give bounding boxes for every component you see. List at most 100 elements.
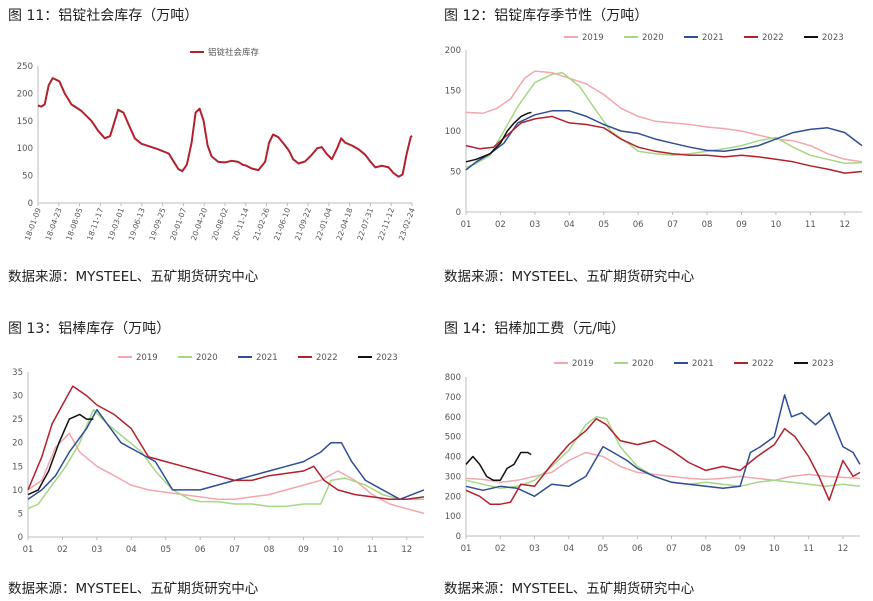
- y-tick-label: 5: [18, 509, 23, 519]
- legend-label: 2023: [822, 33, 844, 43]
- series-line-2020: [465, 71, 863, 169]
- y-tick-label: 35: [12, 368, 23, 378]
- chart-source-1: 数据来源：MYSTEEL、五矿期货研究中心: [8, 269, 259, 285]
- series-line-2022: [465, 417, 861, 505]
- y-tick-label: 0: [456, 532, 461, 542]
- series-line-2022: [27, 385, 425, 501]
- legend-label: 2022: [762, 33, 784, 43]
- y-tick-label: 200: [17, 89, 33, 99]
- chart-source-2: 数据来源：MYSTEEL、五矿期货研究中心: [444, 269, 695, 285]
- x-tick-label: 20-04-20: [189, 206, 209, 241]
- chart-svg-2: 0 50 100 150 200 01 02 03 04 05 06 07 08 09 10 11 12 2019…: [445, 33, 863, 230]
- y-tick-label: 300: [445, 472, 461, 482]
- series-line-2021: [465, 394, 861, 498]
- y-tick-label: 50: [22, 172, 33, 182]
- chart-panel-3: 图 13：铝棒库存（万吨） 0 5 10 15 20 25 30 35 01 02 03 04 05 06…: [0, 300, 436, 601]
- x-tick-label: 22-01-04: [314, 206, 334, 241]
- x-tick-label: 04: [564, 220, 575, 230]
- chart-panel-1: 图 11：铝锭社会库存（万吨） 0 50 100 150 200 250 18-01-09 1…: [0, 0, 436, 300]
- legend-label: 2019: [572, 359, 594, 369]
- x-tick-label: 08: [702, 220, 713, 230]
- legend-label: 2022: [752, 359, 774, 369]
- x-tick-label: 12: [839, 220, 850, 230]
- x-tick-label: 06: [633, 220, 644, 230]
- chart-title-2: 图 12：铝锭库存季节性（万吨）: [444, 8, 649, 24]
- x-tick-label: 05: [598, 544, 609, 554]
- series-line-铝锭社会库存: [37, 77, 413, 178]
- y-tick-label: 20: [12, 439, 23, 449]
- chart-title-3: 图 13：铝棒库存（万吨）: [8, 321, 171, 337]
- y-tick-label: 200: [445, 46, 461, 56]
- y-tick-label: 100: [445, 127, 461, 137]
- x-tick-label: 06: [632, 544, 643, 554]
- x-tick-label: 08: [264, 545, 275, 555]
- legend-label: 2020: [632, 359, 654, 369]
- y-tick-label: 25: [12, 415, 23, 425]
- x-tick-label: 20-11-14: [231, 206, 251, 241]
- y-tick-label: 400: [445, 453, 461, 463]
- x-tick-label: 21-09-22: [293, 206, 313, 241]
- x-tick-label: 06: [195, 545, 206, 555]
- x-tick-label: 07: [666, 544, 677, 554]
- y-tick-label: 0: [28, 199, 33, 209]
- x-tick-label: 09: [736, 220, 747, 230]
- x-tick-label: 10: [332, 545, 343, 555]
- x-tick-label: 05: [598, 220, 609, 230]
- chart-svg-4: 0 100 200 300 400 500 600 700 800 01 02 03 04 05 06 07 0…: [445, 359, 861, 554]
- chart-source-4: 数据来源：MYSTEEL、五矿期货研究中心: [444, 581, 695, 597]
- y-tick-label: 0: [456, 208, 461, 218]
- series-line-2019: [27, 432, 425, 515]
- series-line-2023: [465, 451, 532, 482]
- x-tick-label: 19-09-25: [147, 206, 167, 241]
- y-tick-label: 250: [17, 62, 33, 72]
- x-tick-label: 12: [837, 544, 848, 554]
- legend-label: 2023: [812, 359, 834, 369]
- legend-label: 2021: [692, 359, 714, 369]
- series-line-2020: [27, 408, 424, 510]
- x-tick-label: 07: [229, 545, 240, 555]
- x-tick-label: 18-11-17: [85, 206, 105, 241]
- legend-label: 2021: [702, 33, 724, 43]
- x-tick-label: 01: [461, 544, 472, 554]
- legend-label: 2022: [316, 353, 338, 363]
- legend-label: 铝锭社会库存: [208, 47, 260, 58]
- series-line-2023: [27, 413, 94, 496]
- x-tick-label: 22-04-18: [334, 206, 354, 241]
- x-tick-label: 18-01-09: [23, 206, 43, 241]
- x-tick-label: 04: [563, 544, 574, 554]
- legend-label: 2021: [256, 353, 278, 363]
- x-tick-label: 20-08-02: [210, 206, 230, 241]
- x-tick-label: 10: [769, 544, 780, 554]
- y-tick-label: 15: [12, 462, 23, 472]
- x-tick-label: 22-11-12: [376, 206, 396, 241]
- x-tick-label: 04: [126, 545, 137, 555]
- chart-title-4: 图 14：铝棒加工费（元/吨）: [444, 321, 625, 337]
- x-tick-label: 21-02-26: [251, 206, 271, 241]
- y-tick-label: 0: [18, 533, 23, 543]
- x-tick-label: 19-03-01: [106, 206, 126, 241]
- series-line-2019: [465, 70, 863, 163]
- chart-panel-4: 图 14：铝棒加工费（元/吨） 0 100 200 300 400 500 600 700 80…: [436, 300, 873, 601]
- chart-source-3: 数据来源：MYSTEEL、五矿期货研究中心: [8, 581, 259, 597]
- x-tick-label: 10: [770, 220, 781, 230]
- x-tick-label: 23-02-24: [397, 206, 417, 241]
- y-tick-label: 700: [445, 393, 461, 403]
- x-tick-label: 20-01-07: [168, 206, 188, 241]
- y-tick-label: 800: [445, 373, 461, 383]
- x-tick-label: 02: [57, 545, 68, 555]
- y-tick-label: 150: [445, 87, 461, 97]
- y-tick-label: 100: [445, 512, 461, 522]
- series-line-2022: [465, 115, 863, 174]
- x-tick-label: 22-07-31: [355, 206, 375, 241]
- y-tick-label: 500: [445, 433, 461, 443]
- x-tick-label: 18-08-05: [64, 206, 84, 241]
- x-tick-label: 18-04-23: [44, 206, 64, 241]
- series-line-2021: [465, 110, 863, 171]
- x-tick-label: 05: [160, 545, 171, 555]
- x-tick-label: 11: [805, 220, 816, 230]
- y-tick-label: 600: [445, 413, 461, 423]
- series-line-2021: [27, 408, 425, 501]
- x-tick-label: 09: [735, 544, 746, 554]
- y-tick-label: 50: [450, 168, 461, 178]
